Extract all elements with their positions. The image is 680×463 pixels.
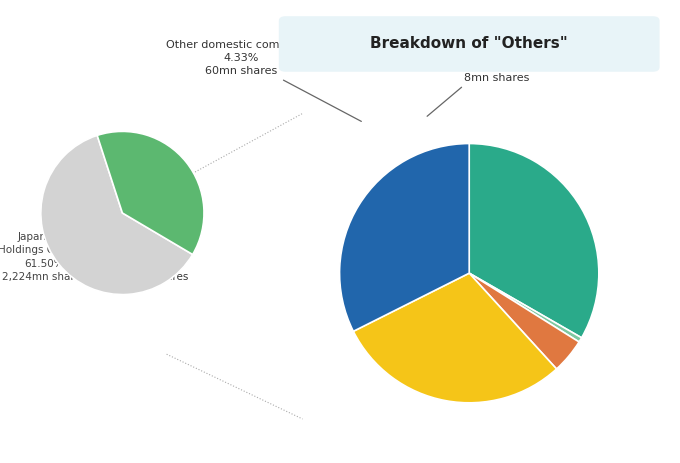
Wedge shape [339, 144, 469, 332]
Text: Breakdown of "Others": Breakdown of "Others" [371, 37, 568, 51]
Text: Financial instruments
business operators
0.60%
8mn shares: Financial instruments business operators… [427, 33, 556, 116]
Wedge shape [41, 135, 192, 294]
Wedge shape [97, 131, 204, 255]
Wedge shape [469, 273, 579, 369]
Wedge shape [469, 273, 581, 342]
Text: Others
38.49%
1,392mn shares: Others 38.49% 1,392mn shares [104, 246, 188, 282]
Text: Foreign
institutions, etc.
32.40%
451mn shares: Foreign institutions, etc. 32.40% 451mn … [319, 195, 428, 257]
Text: Japan Post
Holdings Co., Ltd.
61.50%
2,224mn shares: Japan Post Holdings Co., Ltd. 61.50% 2,2… [0, 232, 90, 282]
FancyBboxPatch shape [279, 16, 660, 72]
Wedge shape [469, 144, 599, 338]
Text: Other domestic companies
4.33%
60mn shares: Other domestic companies 4.33% 60mn shar… [167, 40, 361, 121]
Wedge shape [354, 273, 556, 403]
Text: Individuals
and others
33.30%
463mn shares: Individuals and others 33.30% 463mn shar… [520, 197, 613, 260]
Text: Financial
institutions
29.36%
408mn shares: Financial institutions 29.36% 408mn shar… [402, 330, 496, 392]
